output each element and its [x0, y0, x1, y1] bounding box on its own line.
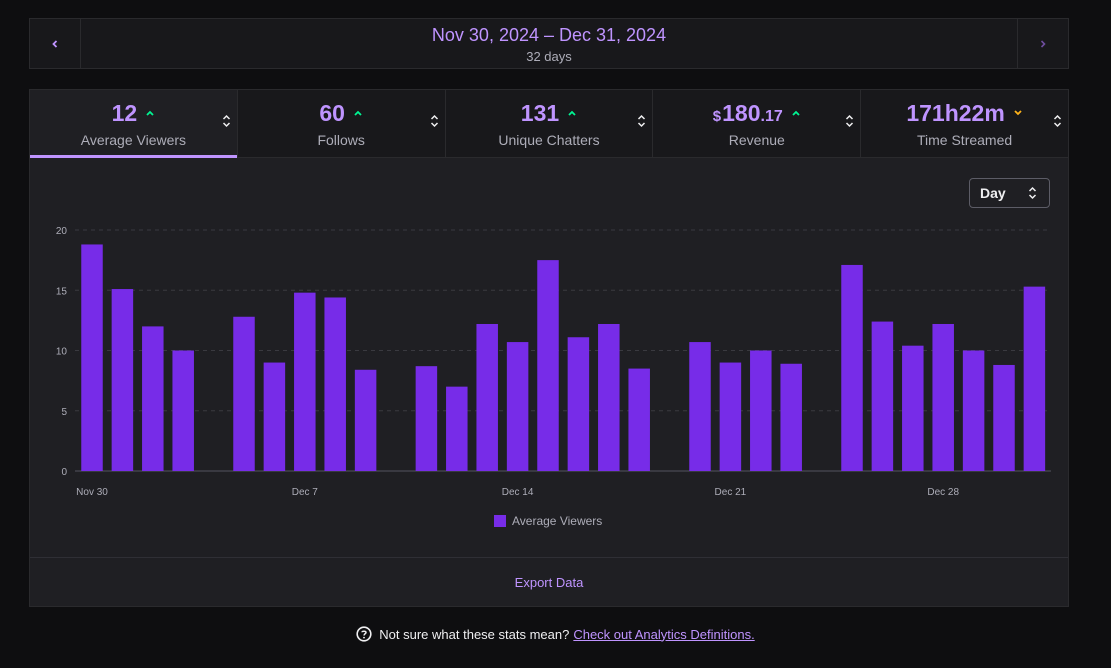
interval-select[interactable]: Day — [969, 178, 1050, 208]
select-arrows-icon — [1028, 186, 1037, 200]
bar-dec-5[interactable] — [233, 316, 255, 471]
bar-dec-17[interactable] — [598, 323, 620, 471]
trend-up-icon — [568, 110, 576, 116]
bar-dec-20[interactable] — [689, 342, 711, 471]
bar-dec-22[interactable] — [750, 350, 772, 472]
x-tick-label: Nov 30 — [76, 487, 108, 498]
date-range-display[interactable]: Nov 30, 2024 – Dec 31, 2024 32 days — [81, 19, 1017, 68]
bar-dec-23[interactable] — [780, 363, 802, 471]
question-circle-icon — [356, 626, 372, 642]
stat-tabs: 12 Average Viewers 60 Follows 131 Unique… — [30, 90, 1068, 158]
bar-dec-15[interactable] — [537, 260, 559, 471]
trend-up-icon — [146, 110, 154, 116]
bar-dec-27[interactable] — [902, 345, 924, 471]
export-data-button[interactable]: Export Data — [30, 557, 1068, 606]
stat-value: 171h22m — [906, 99, 1005, 126]
x-tick-label: Dec 14 — [502, 487, 534, 498]
bar-dec-25[interactable] — [841, 264, 863, 471]
tab-average-viewers[interactable]: 12 Average Viewers — [30, 90, 238, 158]
bar-dec-26[interactable] — [871, 321, 894, 471]
stat-value: 60 — [319, 99, 345, 126]
bar-dec-11[interactable] — [415, 366, 438, 471]
help-text: Not sure what these stats mean? — [379, 626, 570, 642]
bar-dec-29[interactable] — [962, 350, 985, 472]
bar-dec-3[interactable] — [172, 350, 194, 472]
analytics-panel: 12 Average Viewers 60 Follows 131 Unique… — [29, 89, 1069, 607]
stat-value: 131 — [520, 99, 560, 126]
chart-area: 0 5 10 15 20 Nov 30 Dec 7 Dec 14 Dec 21 Dec 28 Da… — [30, 158, 1068, 558]
stat-label: Unique Chatters — [498, 131, 600, 148]
bar-dec-8[interactable] — [324, 297, 346, 471]
stat-label: Time Streamed — [916, 131, 1013, 148]
date-range-days: 32 days — [526, 48, 572, 64]
previous-period-button[interactable] — [30, 19, 81, 68]
bar-nov-30[interactable] — [81, 244, 103, 471]
y-tick-label: 0 — [61, 467, 67, 478]
tab-time-streamed[interactable]: 171h22m Time Streamed — [861, 90, 1068, 157]
date-range-bar: Nov 30, 2024 – Dec 31, 2024 32 days — [29, 18, 1069, 69]
sort-icon[interactable] — [845, 114, 854, 128]
interval-select-value: Day — [980, 185, 1006, 201]
bar-dec-12[interactable] — [446, 386, 468, 471]
chevron-right-icon — [1040, 39, 1046, 48]
help-footer: Not sure what these stats mean? Check ou… — [0, 626, 1111, 642]
chart-legend: Average Viewers — [494, 514, 602, 528]
x-tick-label: Dec 21 — [715, 487, 747, 498]
bar-dec-30[interactable] — [993, 364, 1015, 471]
bar-dec-1[interactable] — [111, 289, 134, 471]
bar-dec-28[interactable] — [932, 323, 954, 471]
x-tick-label: Dec 28 — [927, 487, 959, 498]
bar-dec-31[interactable] — [1023, 286, 1046, 471]
legend-swatch — [494, 515, 506, 527]
bar-dec-6[interactable] — [263, 362, 286, 471]
analytics-definitions-link[interactable]: Check out Analytics Definitions. — [573, 626, 755, 642]
date-range-title: Nov 30, 2024 – Dec 31, 2024 — [431, 24, 667, 45]
y-tick-label: 5 — [61, 407, 67, 418]
sort-icon[interactable] — [430, 114, 439, 128]
sort-icon[interactable] — [637, 114, 646, 128]
stat-cents: .17 — [760, 107, 783, 125]
bar-dec-14[interactable] — [506, 342, 529, 471]
stat-value: 12 — [111, 99, 138, 126]
tab-follows[interactable]: 60 Follows — [238, 90, 446, 157]
tab-unique-chatters[interactable]: 131 Unique Chatters — [446, 90, 654, 157]
trend-up-icon — [354, 110, 362, 116]
bar-dec-18[interactable] — [628, 368, 650, 471]
next-period-button[interactable] — [1017, 19, 1068, 68]
y-tick-label: 15 — [56, 286, 68, 297]
stat-label: Average Viewers — [80, 131, 187, 148]
stat-value: 180 — [722, 99, 761, 126]
bar-dec-9[interactable] — [354, 369, 377, 471]
bar-dec-13[interactable] — [476, 323, 498, 471]
tab-revenue[interactable]: $ 180 .17 Revenue — [653, 90, 862, 157]
trend-up-icon — [792, 110, 800, 116]
trend-down-icon — [1014, 109, 1022, 115]
stat-label: Revenue — [728, 131, 785, 148]
sort-icon[interactable] — [1053, 114, 1062, 128]
bar-dec-16[interactable] — [567, 337, 590, 471]
x-tick-label: Dec 7 — [292, 487, 319, 498]
bar-dec-7[interactable] — [294, 292, 316, 471]
bar-dec-2[interactable] — [142, 326, 164, 471]
y-tick-label: 10 — [56, 347, 68, 358]
chevron-left-icon — [52, 39, 58, 48]
average-viewers-chart: 0 5 10 15 20 Nov 30 Dec 7 Dec 14 Dec 21 Dec 28 — [56, 226, 1051, 498]
bar-dec-21[interactable] — [719, 362, 742, 471]
sort-icon[interactable] — [222, 114, 231, 128]
y-tick-label: 20 — [56, 226, 68, 237]
legend-label: Average Viewers — [512, 514, 603, 528]
stat-currency: $ — [712, 107, 722, 125]
stat-label: Follows — [317, 131, 365, 148]
